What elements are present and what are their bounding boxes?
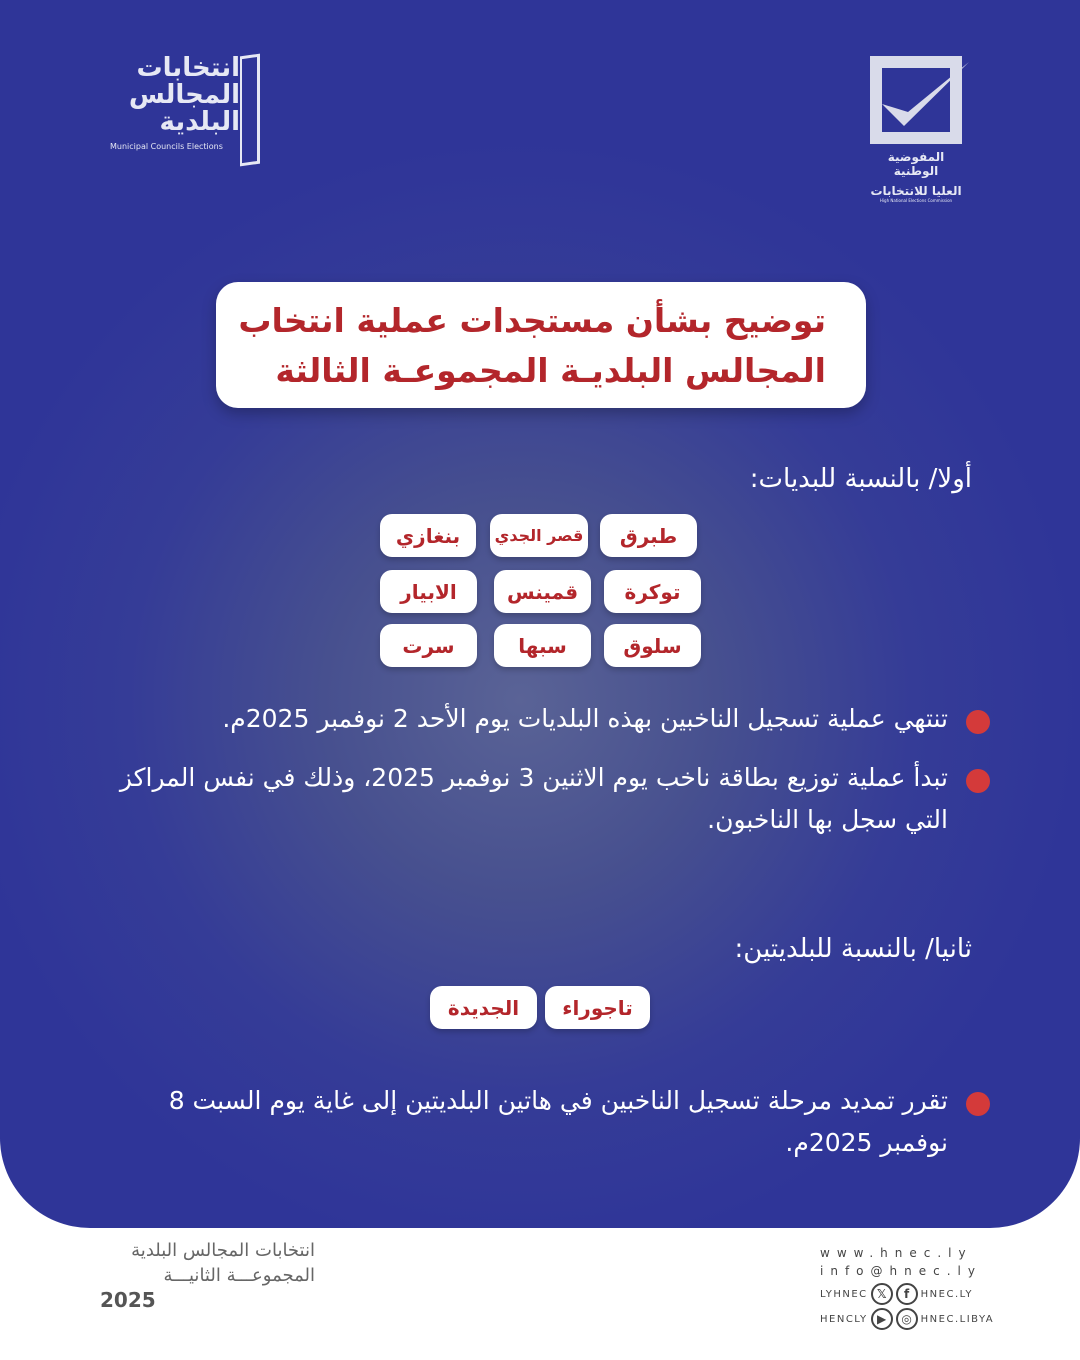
bullet-dot-icon	[966, 710, 990, 734]
bullet-dot-icon	[966, 769, 990, 793]
bullet-item: تبدأ عملية توزيع بطاقة ناخب يوم الاثنين …	[80, 757, 990, 841]
bullet-text: تقرر تمديد مرحلة تسجيل الناخبين في هاتين…	[168, 1086, 948, 1157]
facebook-handle[interactable]: HNEC.LY	[920, 1288, 973, 1300]
hnec-logo: المفوضية الوطنية العليا للانتخابات High …	[866, 56, 969, 203]
bullet-item: تنتهي عملية تسجيل الناخبين بهذه البلديات…	[80, 698, 990, 740]
x-handle[interactable]: LYHNEC	[820, 1288, 868, 1300]
logo-text: المجالس	[128, 80, 240, 110]
instagram-icon[interactable]: ◎	[895, 1308, 918, 1330]
youtube-icon[interactable]: ▶	[870, 1308, 893, 1330]
bullet-item: تقرر تمديد مرحلة تسجيل الناخبين في هاتين…	[100, 1080, 990, 1164]
chip-municipality: قمينس	[494, 570, 591, 613]
main-panel	[0, 0, 1080, 1228]
chip-municipality: طبرق	[600, 514, 697, 557]
bullet-text: تنتهي عملية تسجيل الناخبين بهذه البلديات…	[222, 704, 948, 733]
footer-year: 2025	[100, 1288, 156, 1312]
footer-line: المجموعـــة الثانيـــة	[163, 1265, 315, 1286]
chip-municipality: الجديدة	[430, 986, 537, 1029]
website-link[interactable]: www.hnec.ly	[820, 1246, 973, 1260]
section2-heading: ثانيا/ بالنسبة للبلديتين:	[734, 934, 972, 964]
logo-text: انتخابات	[136, 53, 240, 83]
title-line-2: المجالس البلديـة المجموعـة الثالثة	[275, 351, 826, 390]
chip-municipality: الابيار	[380, 570, 477, 613]
title-line-1: توضيح بشأن مستجدات عملية انتخاب	[238, 301, 826, 340]
footer-line: انتخابات المجالس البلدية	[131, 1240, 315, 1261]
chip-municipality: سرت	[380, 624, 477, 667]
bullet-dot-icon	[966, 1092, 990, 1116]
chip-municipality: سبها	[494, 624, 591, 667]
x-icon[interactable]: 𝕏	[870, 1283, 893, 1305]
logo-text: المفوضية الوطنية	[887, 150, 945, 178]
chip-municipality: بنغازي	[380, 514, 476, 557]
footer-campaign-label: انتخابات المجالس البلدية المجموعـــة الث…	[100, 1238, 315, 1313]
ballot-door-icon	[240, 53, 260, 167]
logo-text: البلدية	[159, 107, 240, 137]
instagram-handle[interactable]: HNEC.LIBYA	[920, 1313, 995, 1325]
chip-municipality: قصر الجدي	[490, 514, 588, 557]
email-link[interactable]: info@hnec.ly	[820, 1264, 982, 1278]
chip-municipality: توكرة	[604, 570, 701, 613]
logo-en: Municipal Councils Elections	[110, 142, 223, 151]
chip-municipality: سلوق	[604, 624, 701, 667]
checkbox-icon	[870, 56, 969, 144]
facebook-icon[interactable]: f	[895, 1283, 918, 1305]
municipal-elections-logo: انتخابات المجالس البلدية Municipal Counc…	[110, 53, 270, 170]
section1-heading: أولا/ بالنسبة للبديات:	[749, 464, 972, 494]
footer-contacts: www.hnec.ly info@hnec.ly LYHNEC 𝕏 f HNEC…	[820, 1244, 994, 1330]
logo-text: العليا للانتخابات	[870, 184, 962, 198]
logo-en: High National Elections Commission	[879, 198, 953, 203]
bullet-text: تبدأ عملية توزيع بطاقة ناخب يوم الاثنين …	[119, 763, 948, 834]
youtube-handle[interactable]: HENCLY	[820, 1313, 868, 1325]
chip-municipality: تاجوراء	[545, 986, 650, 1029]
title-card: توضيح بشأن مستجدات عملية انتخاب المجالس …	[216, 282, 866, 408]
